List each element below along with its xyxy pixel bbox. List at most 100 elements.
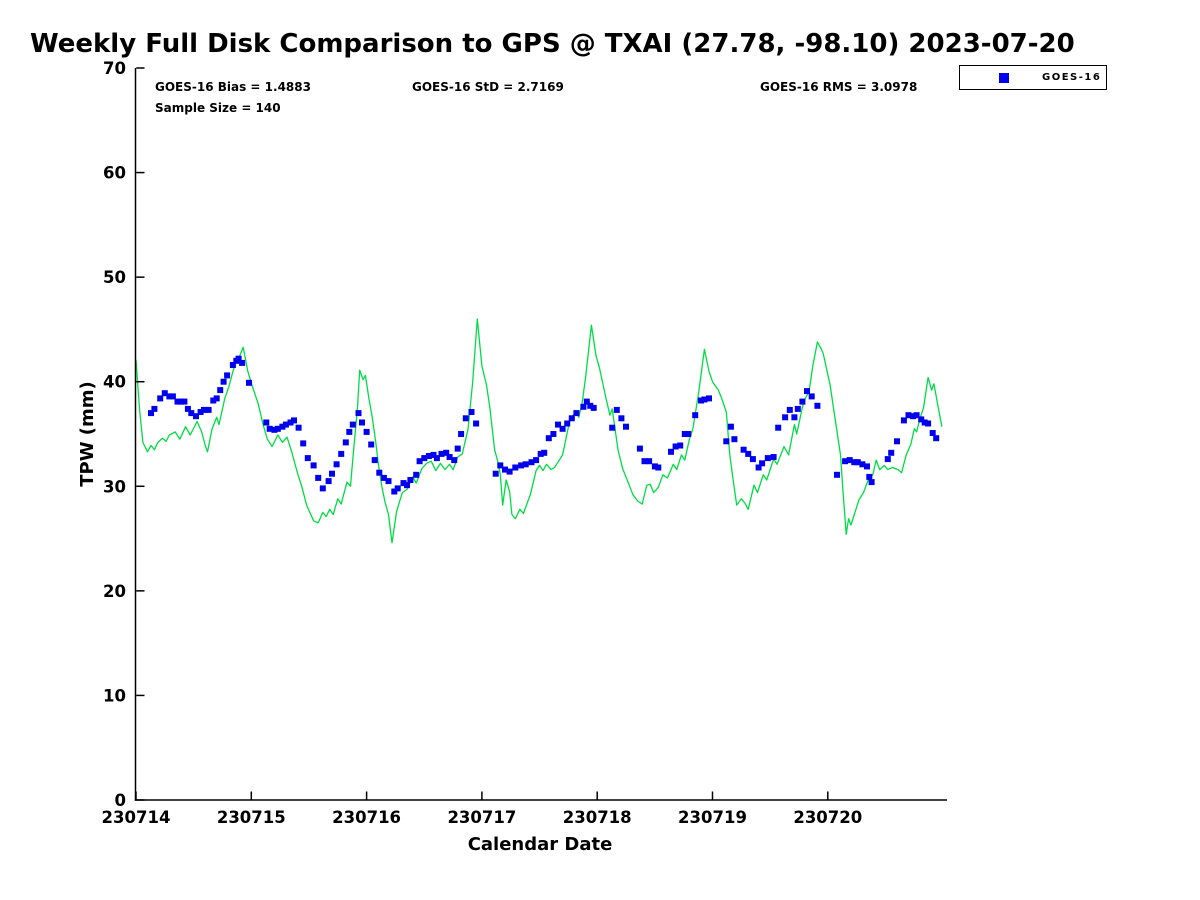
goes16-marker [512, 464, 519, 471]
goes16-marker [338, 450, 345, 457]
goes16-marker [433, 455, 440, 462]
goes16-marker [814, 402, 821, 409]
goes16-marker [755, 464, 762, 471]
goes16-marker [701, 396, 708, 403]
goes16-marker [692, 412, 699, 419]
goes16-marker [282, 421, 289, 428]
goes16-marker [864, 463, 870, 470]
goes16-marker [745, 450, 752, 457]
goes16-marker [900, 417, 907, 424]
stat-rms: GOES-16 RMS = 3.0978 [760, 80, 918, 94]
x-axis-label: Calendar Date [468, 834, 613, 855]
goes16-marker [502, 466, 508, 473]
goes16-marker [537, 450, 544, 457]
goes16-marker [933, 435, 940, 442]
x-tick-label: 230719 [678, 808, 747, 827]
goes16-marker [161, 390, 168, 397]
goes16-marker [859, 461, 866, 468]
goes16-marker [197, 409, 204, 415]
goes16-marker [799, 398, 806, 405]
goes16-marker [929, 430, 936, 436]
goes16-marker [438, 450, 445, 457]
goes16-marker [731, 436, 738, 443]
goes16-marker [184, 405, 191, 412]
goes16-marker [764, 455, 771, 462]
goes16-marker [590, 404, 597, 411]
goes16-marker [580, 403, 587, 410]
goes16-marker [235, 355, 242, 362]
goes16-marker [698, 397, 704, 404]
stat-std: GOES-16 StD = 2.7169 [412, 80, 564, 94]
goes16-marker [894, 438, 900, 445]
goes16-marker [217, 387, 224, 394]
goes16-marker [842, 458, 849, 465]
goes16-marker [342, 439, 349, 446]
legend-square-marker-icon [999, 72, 1009, 83]
goes16-marker [641, 458, 648, 465]
goes16-marker [655, 464, 662, 471]
y-axis-label: TPW (mm) [77, 381, 98, 487]
goes16-marker [391, 488, 398, 495]
goes16-marker [380, 474, 387, 481]
legend-label: GOES-16 [1042, 72, 1102, 83]
goes16-marker [157, 395, 164, 402]
goes16-marker [325, 478, 332, 485]
goes16-marker [413, 471, 420, 478]
goes16-marker [925, 420, 932, 427]
goes16-marker [740, 446, 747, 453]
goes16-marker [681, 431, 688, 437]
goes16-marker [868, 479, 875, 486]
goes16-marker [905, 412, 912, 419]
goes16-marker [851, 459, 858, 466]
goes16-marker [300, 440, 307, 447]
goes16-marker [421, 455, 428, 462]
goes16-marker [723, 438, 730, 445]
goes16-marker [174, 398, 181, 405]
goes16-marker [193, 413, 199, 420]
y-tick-label: 50 [103, 268, 126, 287]
goes16-marker [791, 414, 798, 421]
goes16-marker [400, 480, 407, 487]
chart-title: Weekly Full Disk Comparison to GPS @ TXA… [30, 29, 1075, 59]
goes16-marker [371, 457, 378, 464]
goes16-marker [291, 417, 297, 424]
goes16-marker [786, 406, 793, 413]
goes16-marker [636, 445, 643, 452]
goes16-marker [782, 414, 789, 421]
goes16-marker [246, 379, 252, 386]
goes16-marker [668, 448, 674, 455]
x-tick-label: 230718 [563, 808, 632, 827]
goes16-marker [385, 478, 392, 485]
goes16-marker [346, 428, 353, 435]
goes16-marker [854, 459, 861, 466]
y-tick-label: 20 [103, 582, 126, 601]
goes16-marker [506, 468, 513, 475]
stat-sample-size: Sample Size = 140 [155, 101, 281, 115]
goes16-marker [166, 393, 173, 400]
goes16-marker [181, 398, 188, 405]
goes16-marker [918, 416, 925, 423]
x-tick-label: 230714 [102, 808, 171, 827]
y-tick-label: 70 [103, 59, 126, 78]
goes16-marker [492, 470, 499, 477]
goes16-marker [583, 398, 590, 405]
goes16-marker [618, 415, 625, 422]
goes16-marker [685, 431, 692, 437]
goes16-marker [295, 424, 302, 431]
goes16-marker [224, 372, 231, 379]
goes16-marker [368, 441, 375, 448]
y-tick-label: 10 [103, 686, 126, 705]
goes16-marker [609, 424, 616, 431]
y-tick-label: 0 [115, 791, 126, 810]
goes16-marker [528, 459, 535, 466]
goes16-marker [446, 454, 453, 460]
goes16-marker [651, 463, 658, 470]
goes16-marker [672, 443, 679, 450]
x-tick-label: 230720 [793, 808, 862, 827]
y-tick-label: 60 [103, 164, 126, 183]
goes16-marker [541, 449, 548, 456]
goes16-marker [646, 458, 653, 465]
goes16-marker [808, 393, 815, 400]
goes16-marker [497, 462, 504, 469]
goes16-marker [564, 420, 571, 427]
